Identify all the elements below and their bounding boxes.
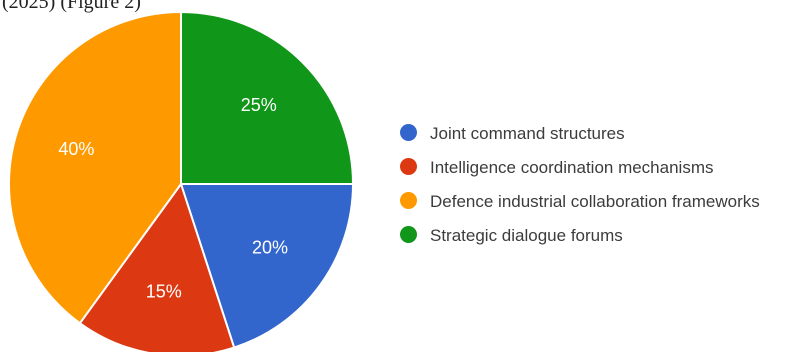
legend-swatch [400, 158, 417, 175]
legend-item: Strategic dialogue forums [400, 224, 790, 248]
legend-swatch [400, 124, 417, 141]
slice-label: 25% [241, 95, 277, 115]
legend-label: Intelligence coordination mechanisms [430, 158, 714, 177]
pie-slice-intelligence-coordination-mechanisms [78, 181, 236, 352]
slice-label: 20% [252, 237, 288, 257]
slice-label: 40% [58, 139, 94, 159]
legend-swatch [400, 192, 417, 209]
legend-label: Joint command structures [430, 124, 625, 143]
legend-item: Intelligence coordination mechanisms [400, 156, 790, 180]
legend-item: Joint command structures [400, 122, 790, 146]
pie-slice-defence-industrial-collaboration-frameworks [8, 10, 182, 325]
legend-label: Defence industrial collaboration framewo… [430, 192, 760, 211]
legend-label: Strategic dialogue forums [430, 226, 623, 245]
pie-slice-strategic-dialogue-forums [180, 10, 355, 185]
legend-item: Defence industrial collaboration framewo… [400, 190, 790, 214]
figure-caption: (2025) (Figure 2) [2, 0, 141, 13]
pie-slices [8, 10, 355, 352]
pie-slice-joint-command-structures [179, 183, 355, 349]
slice-label: 15% [146, 281, 182, 301]
chart-legend: Joint command structures Intelligence coo… [400, 122, 790, 258]
legend-swatch [400, 226, 417, 243]
pie-labels: 25% 20% 15% 40% [58, 95, 288, 301]
